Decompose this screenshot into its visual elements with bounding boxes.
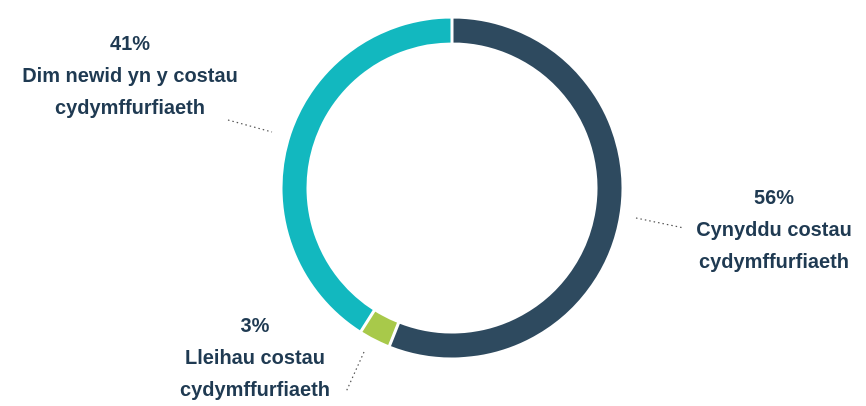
- category-label: Lleihau costau cydymffurfiaeth: [179, 347, 331, 401]
- donut-slice: [358, 307, 401, 349]
- category-label: Cynyddu costau cydymffurfiaeth: [696, 219, 852, 273]
- slice-label: 3% Lleihau costau cydymffurfiaeth: [166, 310, 344, 406]
- donut-slice: [387, 15, 625, 361]
- slice-label: 41% Dim newid yn y costau cydymffurfiaet…: [2, 28, 258, 124]
- leader-line: [227, 119, 273, 133]
- leader-line: [345, 351, 365, 393]
- slice-label: 56% Cynyddu costau cydymffurfiaeth: [684, 182, 864, 278]
- donut-slice: [279, 15, 454, 335]
- leader-line: [635, 217, 685, 229]
- category-label: Dim newid yn y costau cydymffurfiaeth: [22, 65, 238, 119]
- percent-label: 3%: [240, 315, 270, 337]
- percent-label: 56%: [753, 187, 795, 209]
- percent-label: 41%: [109, 33, 151, 55]
